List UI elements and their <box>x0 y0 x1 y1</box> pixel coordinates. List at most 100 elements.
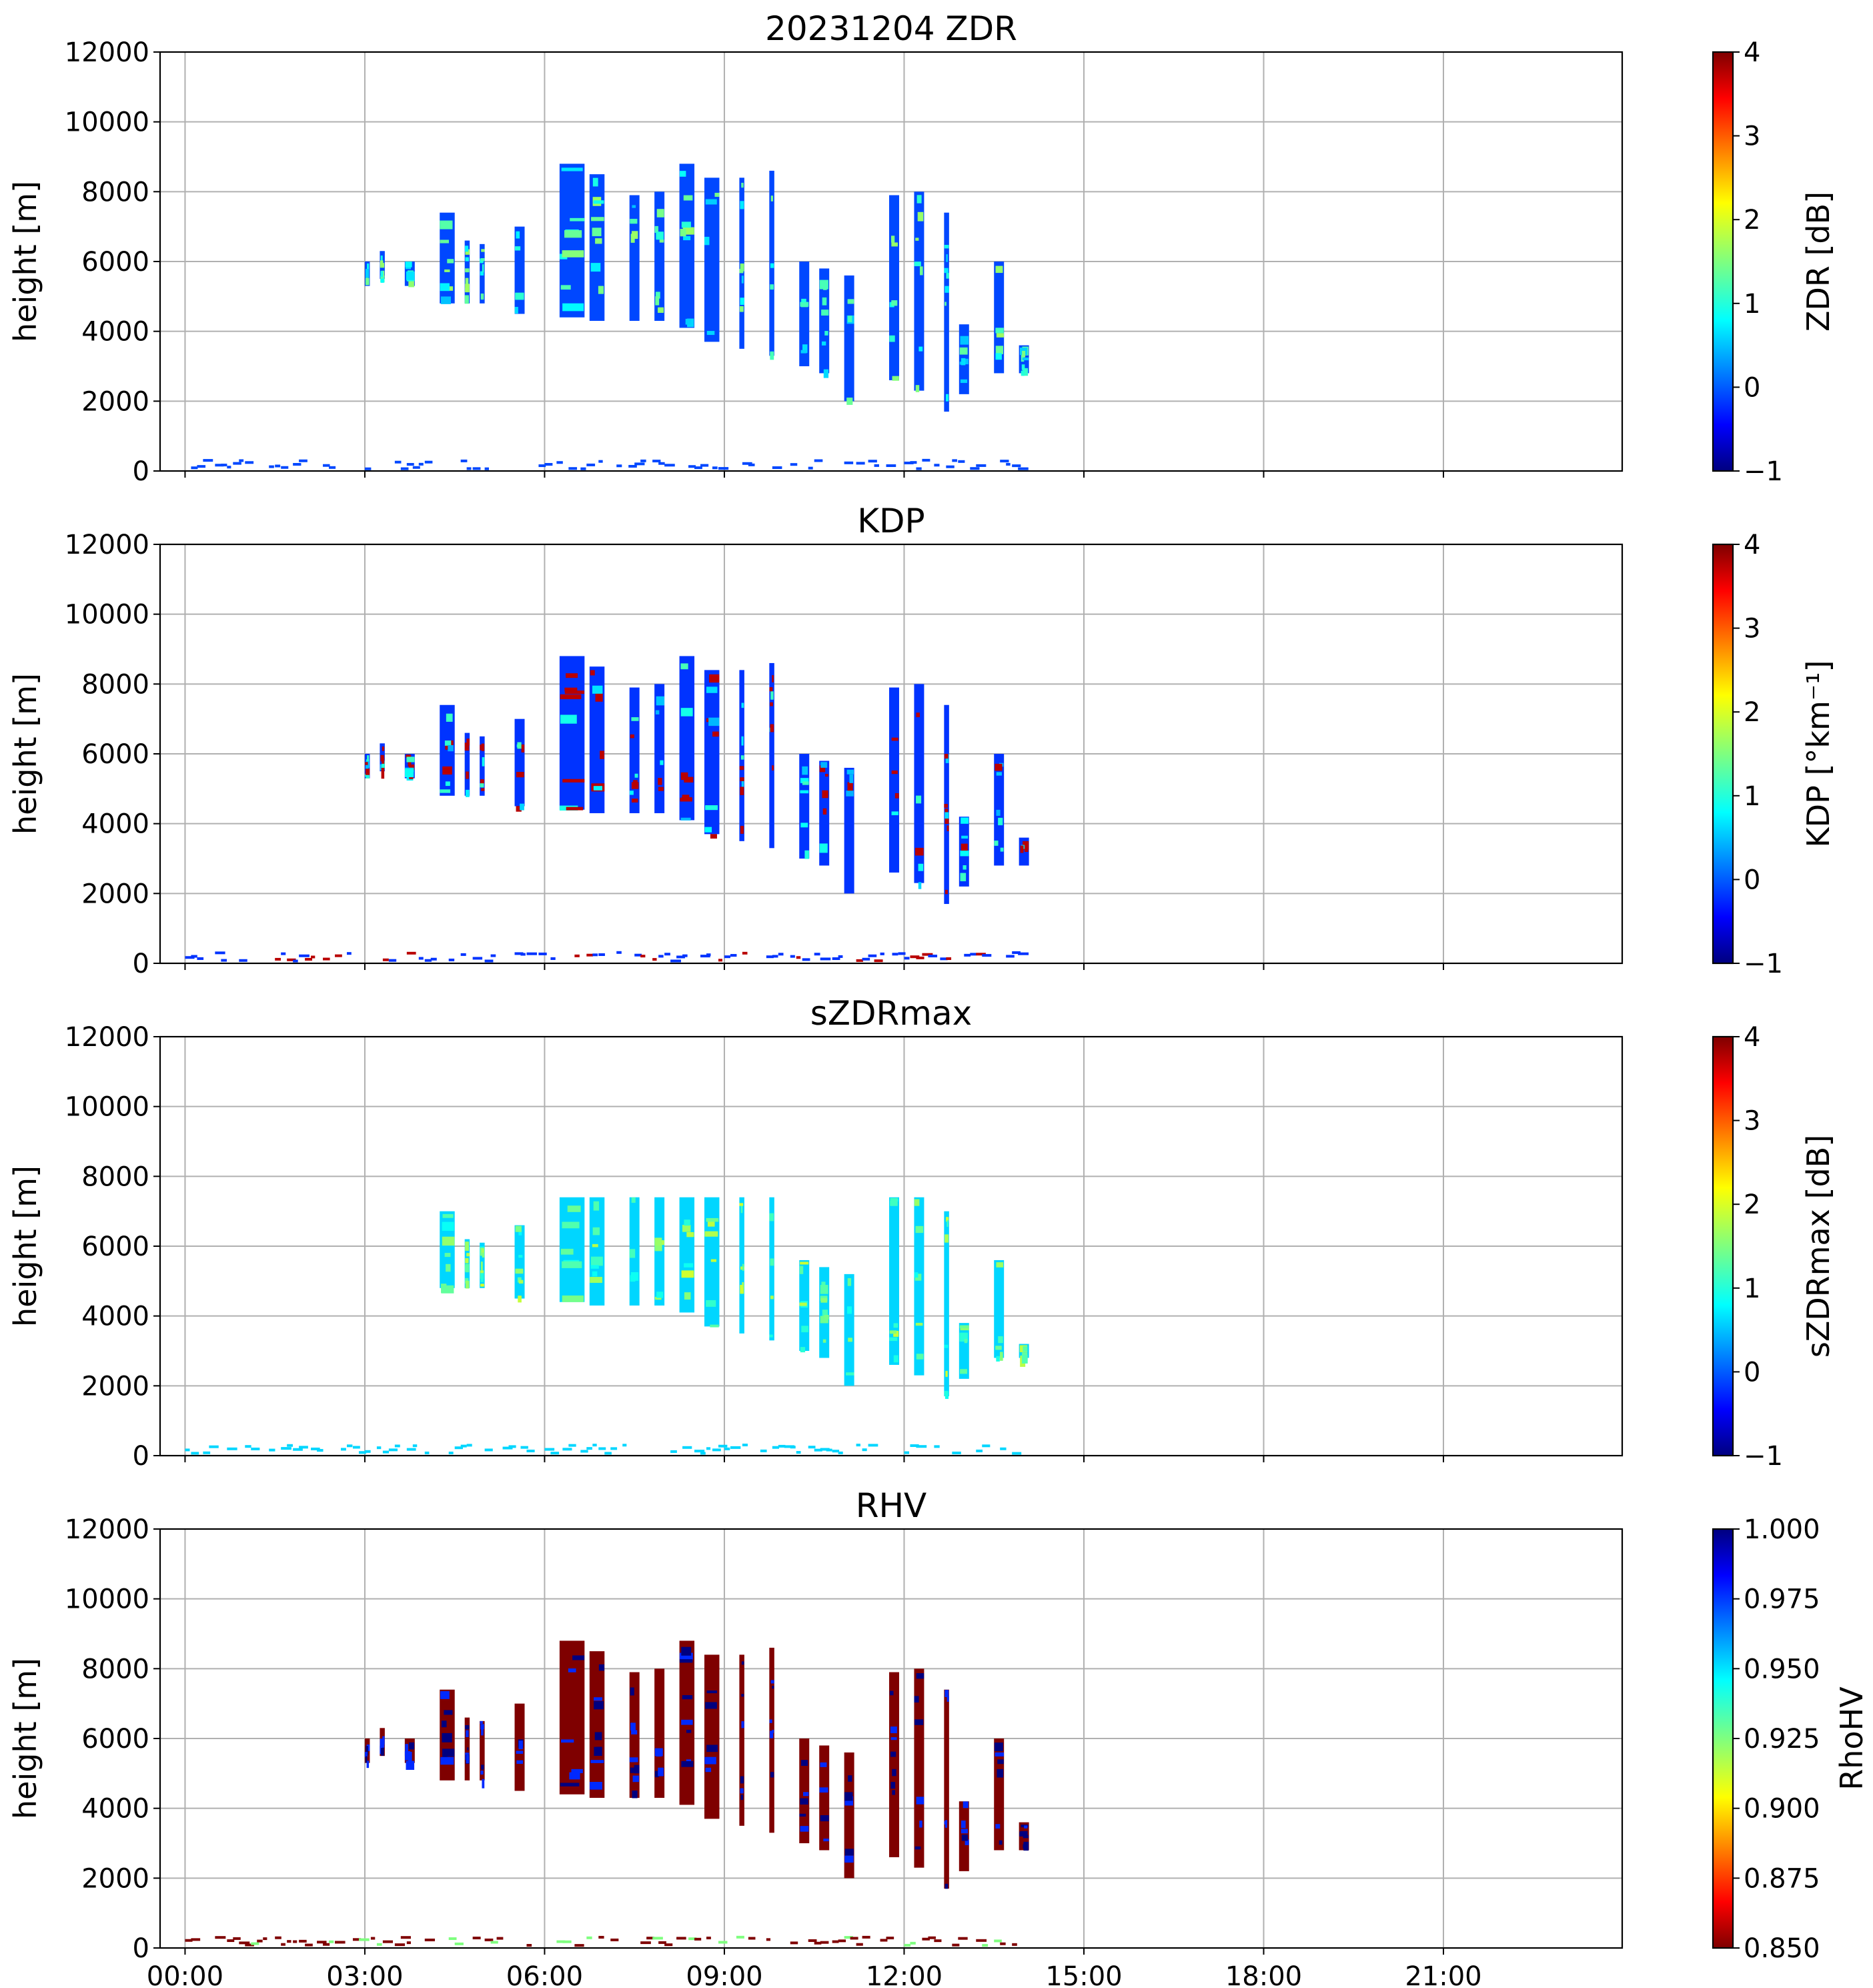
data-streak <box>944 1344 949 1348</box>
data-streak <box>995 328 1004 334</box>
data-streak <box>679 171 686 177</box>
data-streak <box>440 220 453 229</box>
data-streak <box>465 1258 469 1264</box>
data-streak <box>891 811 898 816</box>
data-streak <box>996 1262 1004 1268</box>
data-streak <box>848 1775 852 1782</box>
data-streak <box>803 1792 809 1797</box>
data-streak <box>482 1779 485 1789</box>
clutter-speck <box>275 464 281 468</box>
data-streak <box>520 803 524 811</box>
data-streak <box>654 1244 662 1252</box>
data-streak <box>568 1668 576 1672</box>
clutter-speck <box>586 953 594 957</box>
data-streak <box>562 779 585 783</box>
data-streak <box>516 1760 524 1764</box>
clutter-speck <box>598 1935 604 1939</box>
clutter-speck <box>424 1451 430 1454</box>
data-column <box>704 1654 720 1819</box>
data-streak <box>890 235 895 243</box>
data-streak <box>891 770 898 775</box>
data-streak <box>590 1760 604 1763</box>
data-streak <box>442 1732 452 1743</box>
clutter-speck <box>916 956 924 959</box>
clutter-speck <box>281 466 289 469</box>
colorbar-frame <box>1712 543 1734 965</box>
x-tick-label: 18:00 <box>1225 1961 1302 1988</box>
clutter-speck <box>568 1444 576 1447</box>
data-streak <box>945 286 949 293</box>
clutter-speck <box>406 463 414 466</box>
data-streak <box>404 769 414 778</box>
data-streak <box>945 1370 948 1377</box>
clutter-speck <box>520 1446 528 1449</box>
data-streak <box>365 278 370 286</box>
data-streak <box>405 1751 412 1761</box>
data-column <box>589 174 605 321</box>
data-streak <box>591 217 604 221</box>
data-streak <box>894 793 899 799</box>
data-streak <box>444 1253 451 1258</box>
data-column <box>704 177 720 342</box>
data-streak <box>769 1719 772 1723</box>
data-streak <box>824 774 828 777</box>
data-streak <box>365 773 370 777</box>
clutter-speck <box>454 1446 463 1450</box>
data-streak <box>821 310 829 316</box>
data-streak <box>705 805 718 811</box>
clutter-speck <box>982 1444 991 1448</box>
data-streak <box>914 1719 924 1725</box>
clutter-speck <box>814 953 820 956</box>
colorbar-tick-label: 2 <box>1744 697 1760 728</box>
clutter-speck <box>293 959 298 963</box>
data-streak <box>995 346 1003 354</box>
data-streak <box>595 238 602 244</box>
clutter-speck <box>406 1941 411 1945</box>
clutter-speck <box>1018 467 1029 470</box>
clutter-speck <box>904 1943 911 1947</box>
data-streak <box>770 284 774 290</box>
clutter-speck <box>682 954 688 957</box>
data-streak <box>590 1265 599 1269</box>
clutter-speck <box>910 1444 919 1447</box>
data-streak <box>914 262 921 267</box>
data-streak <box>595 692 603 702</box>
clutter-speck <box>352 1938 362 1941</box>
data-streak <box>684 1219 690 1226</box>
data-column <box>769 662 774 849</box>
data-streak <box>380 277 384 283</box>
clutter-speck <box>742 1444 748 1447</box>
data-streak <box>846 397 853 405</box>
data-streak <box>682 1695 693 1700</box>
clutter-speck <box>670 1450 677 1453</box>
data-streak <box>480 294 484 300</box>
clutter-speck <box>305 1943 313 1947</box>
data-streak <box>630 1687 634 1696</box>
data-streak <box>704 827 712 833</box>
data-streak <box>629 1757 638 1763</box>
y-tick-label: 10000 <box>65 1092 149 1123</box>
data-streak <box>893 1355 898 1363</box>
clutter-speck <box>490 954 496 957</box>
clutter-speck <box>556 461 563 464</box>
data-streak <box>592 1271 598 1277</box>
data-streak <box>740 1776 744 1784</box>
clutter-speck <box>287 958 296 961</box>
clutter-speck <box>640 1941 651 1945</box>
clutter-speck <box>191 955 197 958</box>
data-streak <box>704 1757 716 1765</box>
clutter-speck <box>335 954 342 957</box>
data-streak <box>1022 350 1026 358</box>
data-streak <box>999 1840 1003 1845</box>
data-streak <box>630 219 638 224</box>
clutter-speck <box>352 1446 360 1449</box>
data-streak <box>465 1725 470 1730</box>
data-streak <box>891 300 898 306</box>
clutter-speck <box>856 1943 863 1946</box>
data-streak <box>819 1787 828 1793</box>
data-column <box>769 170 774 356</box>
y-axis: 0 2000 4000 6000 8000 10000 12000 <box>65 1022 160 1472</box>
data-streak <box>947 825 949 831</box>
clutter-speck <box>976 1449 983 1452</box>
clutter-speck <box>970 953 977 956</box>
